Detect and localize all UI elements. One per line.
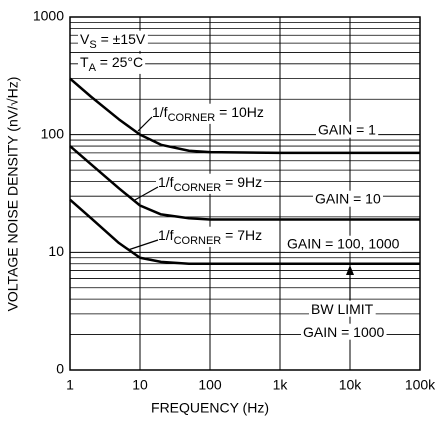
arrow-head [346, 265, 354, 275]
y-tick-label: 100 [41, 125, 65, 141]
annotation: GAIN = 1000 [301, 323, 387, 340]
leader-line [132, 186, 159, 202]
annotation-part: 1/f [158, 174, 174, 190]
label-background [78, 30, 148, 51]
series-label-text: GAIN = 10 [315, 191, 381, 207]
annotation-subscript: A [89, 62, 97, 74]
series-label: GAIN = 10 [313, 190, 383, 207]
series-label: GAIN = 1 [316, 121, 379, 138]
annotation-subscript: CORNER [174, 235, 222, 247]
y-tick-label: 0 [56, 361, 64, 377]
leader-line [127, 239, 159, 251]
x-axis-label: FREQUENCY (Hz) [151, 400, 269, 416]
annotation-text: 1/fCORNER = 10Hz [152, 104, 264, 124]
noise-curve [69, 77, 420, 155]
annotation-text: TA = 25°C [80, 54, 143, 74]
annotation-part: T [80, 54, 89, 70]
x-tick-label: 100 [198, 377, 222, 393]
label-background [301, 323, 387, 340]
annotation-subscript: CORNER [174, 182, 222, 194]
x-tick-label: 1k [273, 377, 289, 393]
annotation-text: 1/fCORNER = 7Hz [158, 227, 262, 247]
y-axis-label: VOLTAGE NOISE DENSITY (nV/√Hz) [5, 77, 21, 312]
annotation-text: GAIN = 1000 [303, 324, 385, 340]
label-background [156, 226, 265, 247]
y-tick-label: 1000 [33, 8, 64, 24]
label-background [78, 53, 146, 74]
noise-curve [69, 145, 420, 221]
annotation-part: 1/f [152, 104, 168, 120]
annotation-text: VS = ±15V [80, 31, 146, 51]
annotation: 1/fCORNER = 7Hz [156, 226, 265, 247]
label-background [150, 103, 266, 124]
leader-line [137, 116, 153, 132]
x-tick-label: 10k [339, 377, 363, 393]
annotation: TA = 25°C [78, 53, 146, 74]
plot-frame [69, 16, 421, 371]
label-background [285, 235, 402, 252]
series-label-text: GAIN = 100, 1000 [287, 236, 400, 252]
annotation: BW LIMIT [309, 300, 376, 317]
label-background [316, 121, 379, 138]
annotation: VS = ±15V [78, 30, 148, 51]
noise-curve [69, 198, 420, 265]
x-tick-label: 1 [66, 377, 74, 393]
annotation-part: GAIN = 1000 [303, 324, 385, 340]
label-background [156, 173, 265, 194]
y-tick-label: 10 [48, 243, 64, 259]
annotation-subscript: S [89, 39, 96, 51]
annotation: 1/fCORNER = 9Hz [156, 173, 265, 194]
label-background [309, 300, 376, 317]
annotation-text: 1/fCORNER = 9Hz [158, 174, 262, 194]
annotation-part: = ±15V [97, 31, 146, 47]
annotation: 1/fCORNER = 10Hz [150, 103, 266, 124]
annotation-part: = 9Hz [221, 174, 262, 190]
annotation-part: = 10Hz [215, 104, 264, 120]
annotation-part: BW LIMIT [311, 301, 374, 317]
annotation-part: = 7Hz [221, 227, 262, 243]
series-label: GAIN = 100, 1000 [285, 235, 402, 252]
annotation-part: = 25°C [96, 54, 143, 70]
annotation-text: BW LIMIT [311, 301, 374, 317]
series-label-text: GAIN = 1 [318, 122, 376, 138]
x-tick-label: 100k [405, 377, 436, 393]
annotation-part: V [80, 31, 90, 47]
annotation-part: 1/f [158, 227, 174, 243]
label-background [313, 190, 383, 207]
x-tick-label: 10 [132, 377, 148, 393]
annotation-subscript: CORNER [168, 112, 216, 124]
